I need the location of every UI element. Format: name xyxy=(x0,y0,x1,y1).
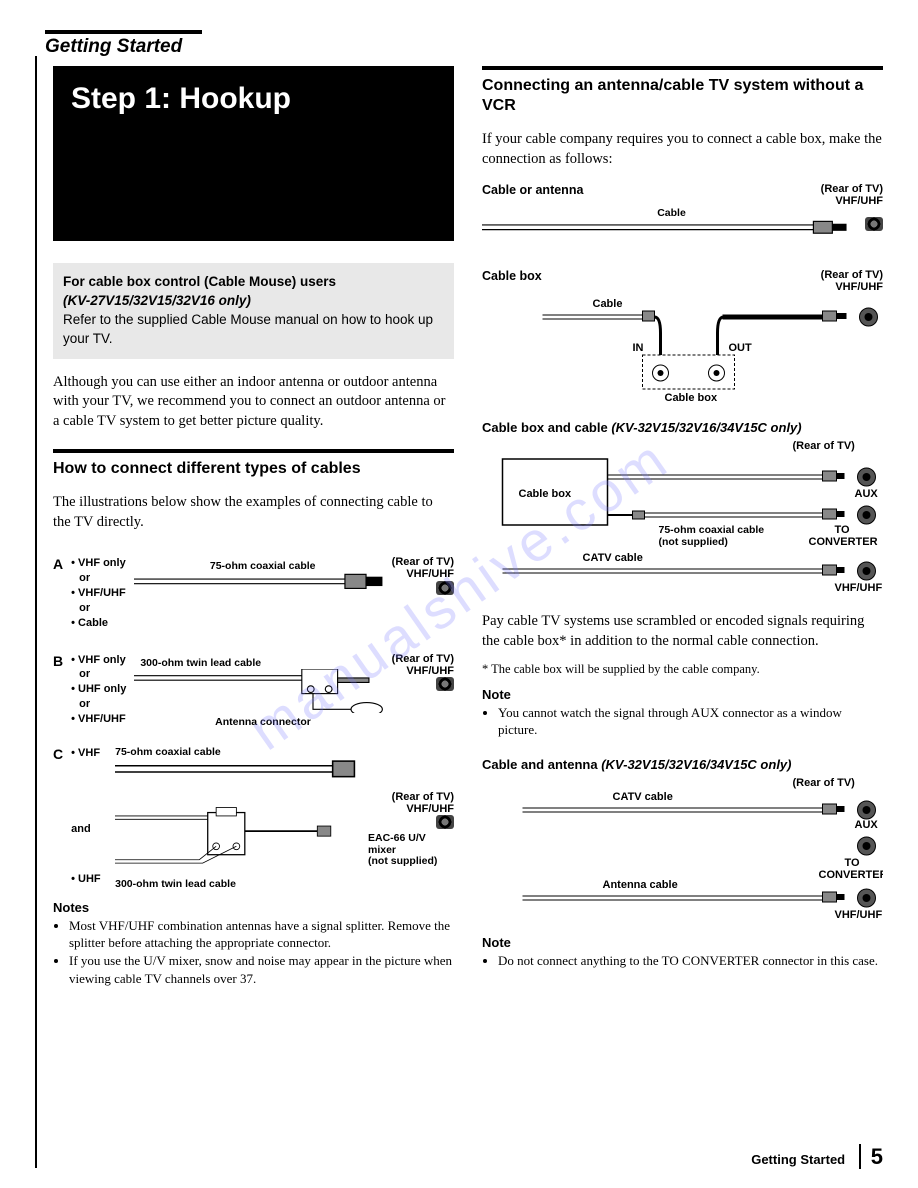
page-footer: Getting Started 5 xyxy=(751,1144,883,1170)
connector-icon xyxy=(436,677,454,691)
notes-heading: Notes xyxy=(53,900,454,915)
section-header: Getting Started xyxy=(45,30,202,58)
connector-icon xyxy=(865,217,883,231)
connecting-heading: Connecting an antenna/cable TV system wi… xyxy=(482,76,883,116)
diagram-a-items: • VHF only or • VHF/UHF or • Cable xyxy=(71,556,126,630)
note-item: If you use the U/V mixer, snow and noise… xyxy=(69,952,454,987)
diagram-c-mixer: EAC-66 U/V mixer (not supplied) xyxy=(368,833,454,868)
svg-text:CONVERTER: CONVERTER xyxy=(809,536,878,548)
diagram-c-rear: (Rear of TV) VHF/UHF EAC-66 U/V mixer (n… xyxy=(368,791,454,868)
diagram-b-antenna-conn: Antenna connector xyxy=(134,716,391,728)
svg-text:CONVERTER: CONVERTER xyxy=(819,869,884,881)
how-to-connect-heading: How to connect different types of cables xyxy=(53,459,454,479)
diagram-cable-box-and-cable: Cable box and cable (KV-32V15/32V16/34V1… xyxy=(482,420,883,598)
notes-list: Most VHF/UHF combination antennas have a… xyxy=(69,917,454,987)
svg-text:Cable box: Cable box xyxy=(665,392,718,403)
svg-text:OUT: OUT xyxy=(729,342,753,354)
diagram-a-cable-label: 75-ohm coaxial cable xyxy=(134,560,392,572)
diagram-c-vhf: • VHF xyxy=(71,746,115,761)
note2-list: Do not connect anything to the TO CONVER… xyxy=(498,952,883,970)
svg-text:Cable: Cable xyxy=(593,298,623,310)
svg-text:TO: TO xyxy=(835,524,851,536)
svg-text:AUX: AUX xyxy=(855,488,879,500)
cable-box-cable-diagram-icon: (Rear of TV) Cable box AUX 75-ohm coaxia… xyxy=(482,435,883,595)
note1-list: You cannot watch the signal through AUX … xyxy=(498,704,883,739)
cable-box-footnote: * The cable box will be supplied by the … xyxy=(482,662,883,677)
diagram-b-rear: (Rear of TV) VHF/UHF xyxy=(392,653,454,691)
diagram-c-uhf: • UHF xyxy=(71,872,115,887)
d3-title-b: (KV-32V15/32V16/34V15C only) xyxy=(611,420,801,435)
diagram-c-twin: 300-ohm twin lead cable xyxy=(115,878,454,890)
svg-text:CATV cable: CATV cable xyxy=(613,791,673,803)
note-item: Do not connect anything to the TO CONVER… xyxy=(498,952,883,970)
diagram-cable-box: Cable box (Rear of TV) VHF/UHF Cable IN … xyxy=(482,269,883,406)
note-item: Most VHF/UHF combination antennas have a… xyxy=(69,917,454,952)
cable-antenna-diagram-icon: (Rear of TV) CATV cable AUX TO CONVERTER… xyxy=(482,772,883,922)
diagram-a-letter: A xyxy=(53,556,63,572)
svg-text:IN: IN xyxy=(633,342,644,354)
cable-icon xyxy=(134,572,392,591)
diagram-c-coax: 75-ohm coaxial cable xyxy=(115,746,364,758)
section-rule xyxy=(482,66,883,70)
svg-text:CATV cable: CATV cable xyxy=(583,552,643,564)
cable-icon xyxy=(482,219,861,238)
note1-heading: Note xyxy=(482,687,883,702)
diagram-a: A • VHF only or • VHF/UHF or • Cable 75-… xyxy=(53,556,454,630)
svg-text:(Rear of TV): (Rear of TV) xyxy=(793,777,856,789)
pay-cable-paragraph: Pay cable TV systems use scrambled or en… xyxy=(482,612,883,651)
d1-rear: (Rear of TV) VHF/UHF xyxy=(821,183,883,207)
footer-text: Getting Started xyxy=(751,1152,845,1167)
intro-paragraph: Although you can use either an indoor an… xyxy=(53,373,454,432)
cable-mouse-callout: For cable box control (Cable Mouse) user… xyxy=(53,263,454,359)
svg-text:VHF/UHF: VHF/UHF xyxy=(835,582,883,594)
connector-icon xyxy=(436,581,454,595)
diagram-b-items: • VHF only or • UHF only or • VHF/UHF xyxy=(71,653,126,727)
cable-box-diagram-icon: Cable IN OUT Cable box xyxy=(482,293,883,403)
diagram-b: B • VHF only or • UHF only or • VHF/UHF … xyxy=(53,653,454,729)
mixer-icon xyxy=(115,802,368,872)
note-item: You cannot watch the signal through AUX … xyxy=(498,704,883,739)
step-title-box: Step 1: Hookup xyxy=(53,66,454,241)
note2-heading: Note xyxy=(482,935,883,950)
callout-head: For cable box control (Cable Mouse) user… xyxy=(63,273,444,292)
section-rule xyxy=(53,449,454,453)
diagram-c-and: and xyxy=(71,822,115,837)
right-column: Connecting an antenna/cable TV system wi… xyxy=(482,66,883,987)
svg-text:(not supplied): (not supplied) xyxy=(659,536,728,548)
d1-cable: Cable xyxy=(482,207,861,219)
svg-text:TO: TO xyxy=(845,857,861,869)
d4-title-b: (KV-32V15/32V16/34V15C only) xyxy=(601,757,791,772)
vertical-rule xyxy=(35,56,37,1168)
connector-icon xyxy=(436,815,454,829)
svg-text:(Rear of TV): (Rear of TV) xyxy=(793,440,856,452)
diagram-c-letter: C xyxy=(53,746,63,890)
callout-models: (KV-27V15/32V15/32V16 only) xyxy=(63,292,444,311)
cable-icon xyxy=(115,758,364,780)
step-title: Step 1: Hookup xyxy=(71,82,436,116)
d2-title: Cable box xyxy=(482,269,542,283)
svg-text:Cable box: Cable box xyxy=(519,488,572,500)
diagram-cable-and-antenna: Cable and antenna (KV-32V15/32V16/34V15C… xyxy=(482,757,883,925)
diagram-b-cable-label: 300-ohm twin lead cable xyxy=(140,657,391,669)
callout-body: Refer to the supplied Cable Mouse manual… xyxy=(63,311,444,349)
svg-text:75-ohm coaxial cable: 75-ohm coaxial cable xyxy=(659,524,765,536)
twin-lead-icon xyxy=(134,669,391,714)
left-column: Step 1: Hookup For cable box control (Ca… xyxy=(53,66,454,987)
diagram-a-rear: (Rear of TV) VHF/UHF xyxy=(392,556,454,594)
diagram-cable-antenna: Cable or antenna (Rear of TV) VHF/UHF Ca… xyxy=(482,183,883,241)
d1-title: Cable or antenna xyxy=(482,183,583,197)
d4-title-a: Cable and antenna xyxy=(482,757,601,772)
d3-title-a: Cable box and cable xyxy=(482,420,611,435)
d2-rear: (Rear of TV) VHF/UHF xyxy=(821,269,883,293)
how-to-connect-intro: The illustrations below show the example… xyxy=(53,493,454,532)
page-number: 5 xyxy=(859,1144,883,1169)
connecting-intro: If your cable company requires you to co… xyxy=(482,130,883,169)
svg-text:Antenna cable: Antenna cable xyxy=(603,879,678,891)
svg-text:VHF/UHF: VHF/UHF xyxy=(835,909,883,921)
diagram-c: C • VHF 75-ohm coaxial cable and xyxy=(53,746,454,890)
svg-text:AUX: AUX xyxy=(855,819,879,831)
diagram-b-letter: B xyxy=(53,653,63,669)
